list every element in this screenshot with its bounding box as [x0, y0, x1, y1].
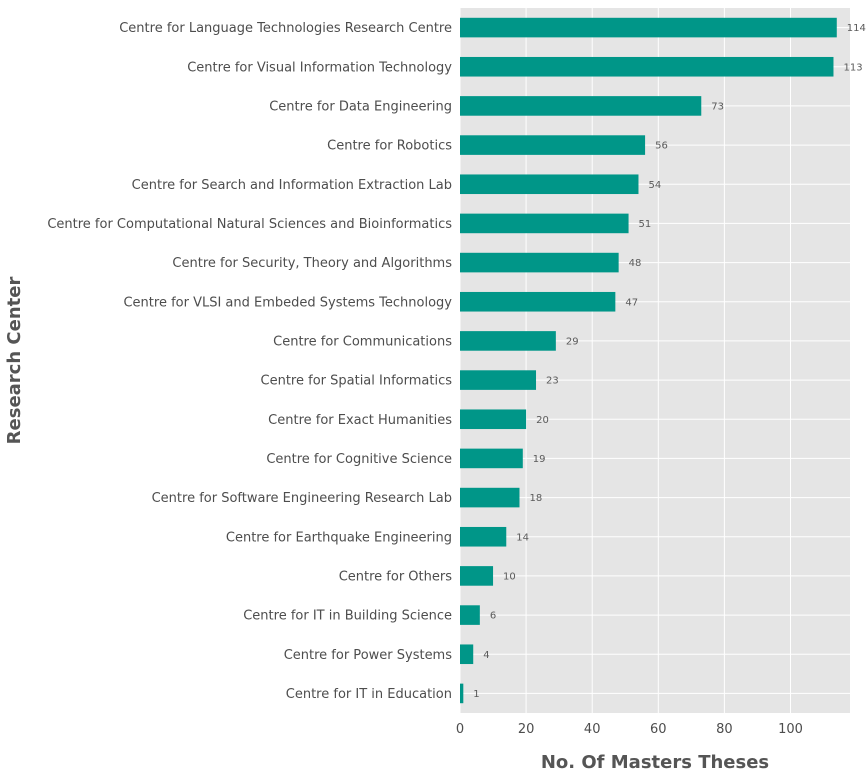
data-label: 4: [483, 650, 489, 661]
bars: [460, 17, 837, 704]
category-label: Centre for Search and Information Extrac…: [132, 178, 452, 193]
x-axis-title: No. Of Masters Theses: [541, 752, 769, 773]
y-axis-title: Research Center: [4, 277, 25, 445]
x-tick-label: 40: [584, 722, 601, 737]
category-label: Centre for Computational Natural Science…: [47, 217, 452, 232]
x-tick-label: 100: [778, 722, 803, 737]
bar: [460, 17, 837, 38]
category-label: Centre for Visual Information Technology: [187, 60, 452, 75]
data-label: 10: [503, 571, 516, 582]
category-label: Centre for Software Engineering Research…: [152, 491, 452, 506]
data-label: 14: [516, 532, 529, 543]
category-label: Centre for Exact Humanities: [268, 413, 452, 428]
data-label: 73: [711, 101, 724, 112]
bar: [460, 331, 556, 351]
data-label: 20: [536, 415, 549, 426]
category-label: Centre for Data Engineering: [269, 99, 452, 114]
data-label: 23: [546, 376, 559, 387]
category-label: Centre for Language Technologies Researc…: [119, 21, 452, 36]
category-labels: Centre for Language Technologies Researc…: [47, 21, 452, 702]
data-label: 19: [533, 454, 546, 465]
category-label: Centre for Cognitive Science: [266, 452, 452, 467]
bar: [460, 683, 464, 704]
bar: [460, 56, 834, 77]
bar: [460, 135, 646, 155]
category-label: Centre for Others: [339, 569, 453, 584]
category-label: Centre for IT in Building Science: [243, 609, 452, 624]
category-label: Centre for Earthquake Engineering: [226, 530, 452, 545]
category-label: Centre for Spatial Informatics: [261, 374, 453, 389]
data-label: 51: [639, 219, 652, 230]
category-label: Centre for Security, Theory and Algorith…: [172, 256, 452, 271]
bar: [460, 174, 639, 195]
x-tick-labels: 0 20 40 60 80 100: [456, 722, 803, 737]
bar: [460, 291, 616, 312]
data-label: 48: [629, 258, 642, 269]
bar: [460, 448, 523, 469]
x-tick-label: 60: [650, 722, 667, 737]
bar: [460, 213, 629, 234]
category-label: Centre for Robotics: [327, 139, 452, 154]
bar: [460, 487, 520, 508]
data-label: 114: [847, 23, 866, 34]
x-tick-label: 0: [456, 722, 464, 737]
bar: [460, 370, 537, 390]
category-label: Centre for Power Systems: [284, 648, 453, 663]
category-label: Centre for IT in Education: [286, 687, 452, 702]
data-label: 113: [843, 62, 862, 73]
data-label: 18: [529, 493, 542, 504]
data-label: 29: [566, 336, 579, 347]
category-label: Centre for VLSI and Embeded Systems Tech…: [123, 295, 452, 310]
data-label: 54: [648, 180, 661, 191]
bar: [460, 96, 702, 116]
x-tick-label: 20: [518, 722, 535, 737]
plot-background: [460, 8, 850, 713]
bar: [460, 644, 474, 665]
bar: [460, 605, 480, 625]
bar: [460, 409, 527, 430]
category-label: Centre for Communications: [273, 334, 452, 349]
data-label: 47: [625, 297, 638, 308]
data-labels: 114 113 73 56 54 51 48 47 29 23 20 19 18 14 10 6 4 1: [473, 23, 866, 700]
x-tick-label: 80: [716, 722, 733, 737]
data-label: 6: [490, 611, 496, 622]
data-label: 1: [473, 689, 479, 700]
bar: [460, 566, 494, 586]
bar: [460, 252, 619, 273]
data-label: 56: [655, 141, 668, 152]
bar: [460, 526, 507, 547]
